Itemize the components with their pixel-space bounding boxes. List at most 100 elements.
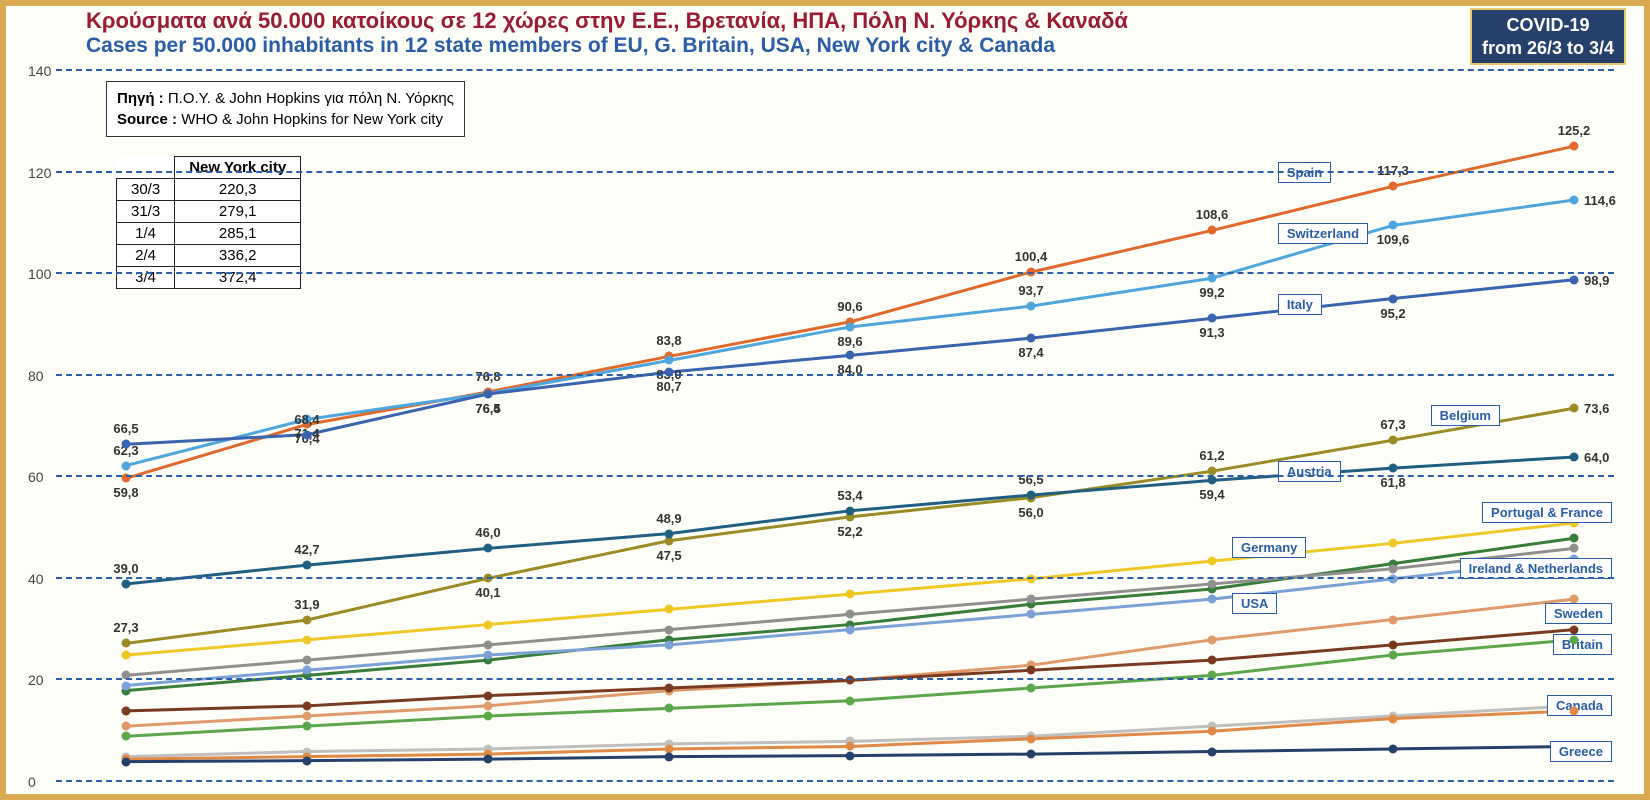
series-legend: Austria <box>1278 461 1341 482</box>
data-point <box>846 676 855 685</box>
data-point <box>1389 651 1398 660</box>
data-point <box>303 635 312 644</box>
data-point <box>1208 727 1217 736</box>
data-point <box>303 656 312 665</box>
data-point <box>1389 221 1398 230</box>
value-label: 83,8 <box>656 333 681 348</box>
value-label: 31,9 <box>294 597 319 612</box>
data-point <box>665 640 674 649</box>
series-legend: Portugal & France <box>1482 502 1612 523</box>
titles: Κρούσματα ανά 50.000 κατοίκους σε 12 χώρ… <box>86 8 1128 58</box>
series-legend: Germany <box>1232 537 1306 558</box>
value-label: 48,9 <box>656 511 681 526</box>
data-point <box>665 356 674 365</box>
value-label: 59,4 <box>1199 487 1224 502</box>
data-point <box>1027 491 1036 500</box>
value-label: 108,6 <box>1196 207 1229 222</box>
value-label: 125,2 <box>1558 123 1591 138</box>
plot-area: 59,870,476,883,890,6100,4108,6117,3125,2… <box>86 71 1614 782</box>
series-legend: Italy <box>1278 294 1322 315</box>
data-point <box>665 752 674 761</box>
data-point <box>665 605 674 614</box>
data-point <box>484 640 493 649</box>
data-point <box>846 351 855 360</box>
series-legend: Switzerland <box>1278 223 1368 244</box>
data-point <box>1027 734 1036 743</box>
value-label: 46,0 <box>475 525 500 540</box>
data-point <box>122 732 131 741</box>
data-point <box>1570 275 1579 284</box>
data-point <box>1389 564 1398 573</box>
data-point <box>1570 142 1579 151</box>
data-point <box>122 757 131 766</box>
data-point <box>122 639 131 648</box>
value-label: 90,6 <box>837 299 862 314</box>
data-point <box>1389 640 1398 649</box>
series-legend: Belgium <box>1431 405 1500 426</box>
data-point <box>846 590 855 599</box>
value-label: 99,2 <box>1199 285 1224 300</box>
data-point <box>1570 635 1579 644</box>
ny-table: New York city 30/3220,331/3279,11/4285,1… <box>116 156 301 289</box>
data-point <box>484 651 493 660</box>
value-label: 67,3 <box>1380 417 1405 432</box>
data-point <box>122 461 131 470</box>
data-point <box>1389 436 1398 445</box>
value-label: 56,0 <box>1018 505 1043 520</box>
data-point <box>1570 625 1579 634</box>
data-point <box>846 696 855 705</box>
data-point <box>1208 635 1217 644</box>
data-point <box>1027 334 1036 343</box>
data-point <box>1208 226 1217 235</box>
value-label: 87,4 <box>1018 345 1043 360</box>
value-label: 68,4 <box>294 412 319 427</box>
ny-table-header: New York city <box>175 157 301 179</box>
data-point <box>1208 747 1217 756</box>
value-label: 59,8 <box>113 485 138 500</box>
data-point <box>122 681 131 690</box>
value-label: 114,6 <box>1584 193 1616 208</box>
data-point <box>1027 574 1036 583</box>
data-point <box>1027 684 1036 693</box>
data-point <box>1570 534 1579 543</box>
data-point <box>1027 595 1036 604</box>
data-point <box>303 711 312 720</box>
data-point <box>122 722 131 731</box>
value-label: 66,5 <box>113 421 138 436</box>
value-label: 80,7 <box>656 379 681 394</box>
value-label: 73,6 <box>1584 401 1609 416</box>
data-point <box>665 704 674 713</box>
value-label: 47,5 <box>656 548 681 563</box>
data-point <box>484 711 493 720</box>
data-point <box>846 322 855 331</box>
data-point <box>1570 196 1579 205</box>
series-legend: USA <box>1232 593 1277 614</box>
data-point <box>484 620 493 629</box>
value-label: 40,1 <box>475 585 500 600</box>
value-label: 61,2 <box>1199 448 1224 463</box>
data-point <box>1570 595 1579 604</box>
source-box: Πηγή : Π.Ο.Υ. & John Hopkins για πόλη Ν.… <box>106 81 465 137</box>
data-point <box>665 625 674 634</box>
value-label: 91,3 <box>1199 325 1224 340</box>
data-point <box>1570 404 1579 413</box>
data-point <box>303 666 312 675</box>
data-point <box>846 751 855 760</box>
value-label: 76,4 <box>475 401 500 416</box>
title-english: Cases per 50.000 inhabitants in 12 state… <box>86 34 1128 58</box>
value-label: 89,6 <box>837 334 862 349</box>
badge-line1: COVID-19 <box>1482 14 1614 37</box>
data-point <box>665 529 674 538</box>
data-point <box>665 684 674 693</box>
series-legend: Ireland & Netherlands <box>1460 558 1612 579</box>
data-point <box>303 722 312 731</box>
data-point <box>1389 464 1398 473</box>
data-point <box>303 561 312 570</box>
data-point <box>1389 182 1398 191</box>
data-point <box>122 440 131 449</box>
data-point <box>1208 274 1217 283</box>
value-label: 42,7 <box>294 542 319 557</box>
data-point <box>484 701 493 710</box>
chart-area: 59,870,476,883,890,6100,4108,6117,3125,2… <box>56 71 1614 782</box>
data-point <box>303 430 312 439</box>
